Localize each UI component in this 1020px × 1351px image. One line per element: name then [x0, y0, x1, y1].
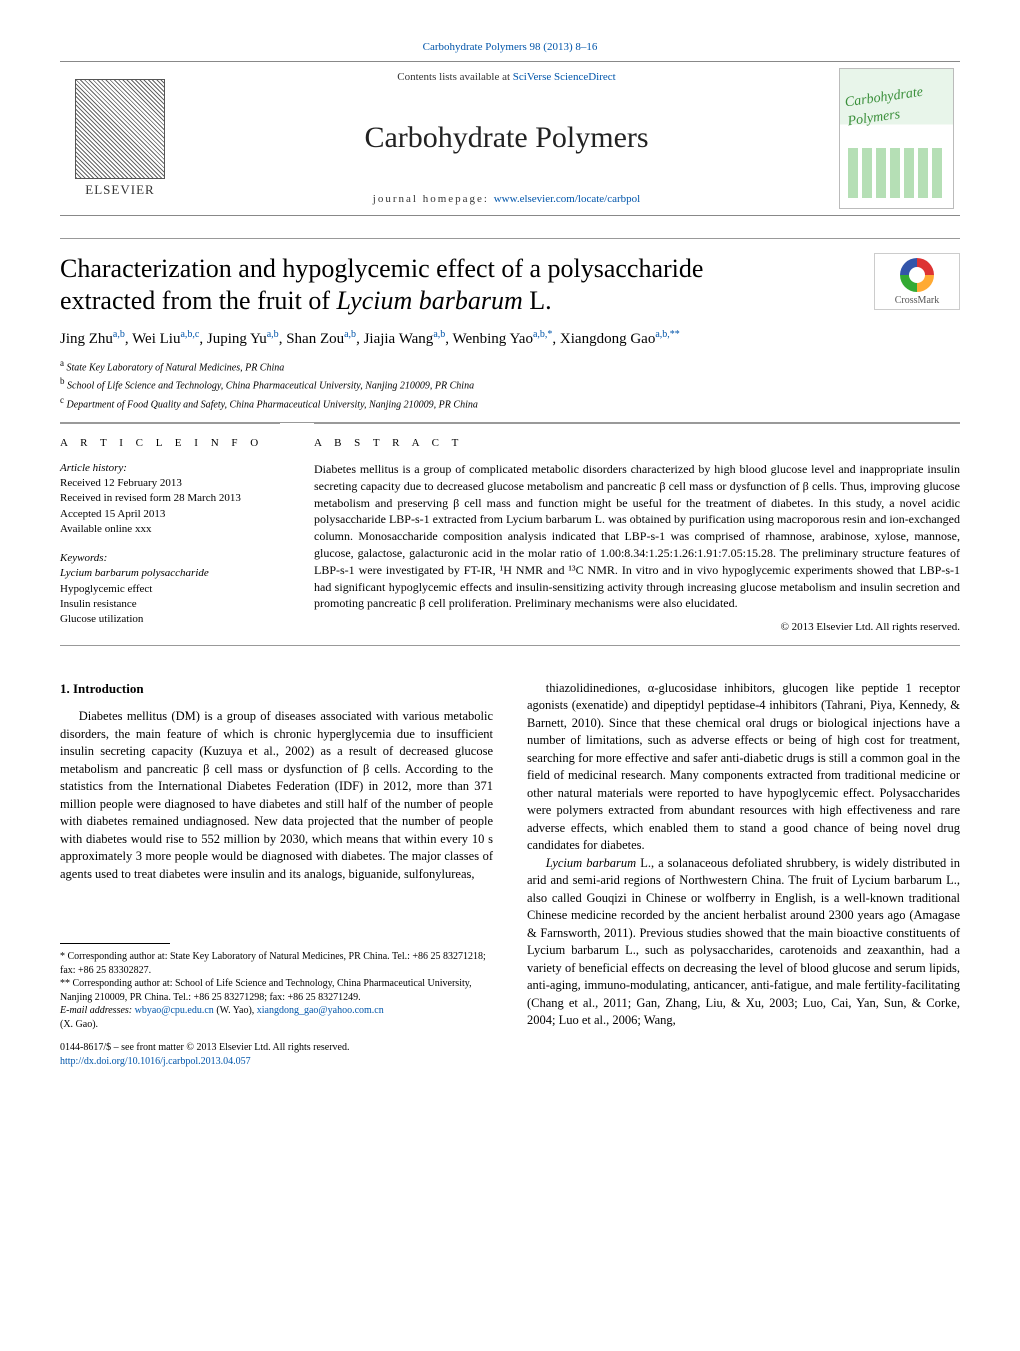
publisher-name: ELSEVIER [85, 181, 154, 199]
journal-cover-thumb: Carbohydrate Polymers [839, 68, 954, 209]
affil-a: State Key Laboratory of Natural Medicine… [67, 362, 285, 373]
info-head: A R T I C L E I N F O [60, 436, 280, 451]
history-line: Accepted 15 April 2013 [60, 507, 280, 522]
publisher-logo: ELSEVIER [60, 62, 180, 215]
footnote-star1: * Corresponding author at: State Key Lab… [60, 950, 493, 977]
keyword: Glucose utilization [60, 612, 280, 627]
homepage-link[interactable]: www.elsevier.com/locate/carbpol [494, 193, 641, 205]
affil-c: Department of Food Quality and Safety, C… [67, 399, 478, 410]
email-link[interactable]: wbyao@cpu.edu.cn [135, 1005, 214, 1016]
email-label: E-mail addresses: [60, 1005, 135, 1016]
title-line1: Characterization and hypoglycemic effect… [60, 254, 703, 283]
footnote-star2: ** Corresponding author at: School of Li… [60, 977, 493, 1004]
email-link[interactable]: xiangdong_gao@yahoo.com.cn [257, 1005, 384, 1016]
body-column-left: 1. Introduction Diabetes mellitus (DM) i… [60, 680, 493, 1069]
title-line2-post: L. [523, 286, 552, 315]
history-line: Received in revised form 28 March 2013 [60, 491, 280, 506]
journal-title: Carbohydrate Polymers [364, 118, 648, 159]
keyword: Lycium barbarum polysaccharide [60, 566, 280, 581]
keyword: Hypoglycemic effect [60, 582, 280, 597]
crossmark-icon [900, 258, 934, 292]
body-paragraph: Diabetes mellitus (DM) is a group of dis… [60, 708, 493, 883]
abstract-copyright: © 2013 Elsevier Ltd. All rights reserved… [314, 620, 960, 635]
rule [60, 238, 960, 239]
section-heading: 1. Introduction [60, 680, 493, 698]
article-title: Characterization and hypoglycemic effect… [60, 253, 854, 318]
abstract-head: A B S T R A C T [314, 436, 960, 451]
article-info: A R T I C L E I N F O Article history: R… [60, 423, 280, 635]
contents-available: Contents lists available at SciVerse Sci… [397, 70, 615, 85]
running-head: Carbohydrate Polymers 98 (2013) 8–16 [60, 40, 960, 55]
email-who1: (W. Yao), [214, 1005, 257, 1016]
rule [60, 645, 960, 646]
body-column-right: thiazolidinediones, α-glucosidase inhibi… [527, 680, 960, 1069]
keyword: Insulin resistance [60, 597, 280, 612]
keywords-label: Keywords: [60, 551, 280, 566]
affil-b: School of Life Science and Technology, C… [67, 381, 474, 392]
cover-art-icon [848, 148, 945, 198]
corresponding-footnotes: * Corresponding author at: State Key Lab… [60, 950, 493, 1031]
journal-header: ELSEVIER Contents lists available at Sci… [60, 61, 960, 216]
front-matter: 0144-8617/$ – see front matter © 2013 El… [60, 1041, 493, 1069]
front-matter-text: 0144-8617/$ – see front matter © 2013 El… [60, 1041, 493, 1055]
body-paragraph: Lycium barbarum L., a solanaceous defoli… [527, 855, 960, 1030]
history-line: Available online xxx [60, 522, 280, 537]
body-text: L., a solanaceous defoliated shrubbery, … [527, 856, 960, 1028]
cover-title: Carbohydrate Polymers [844, 80, 955, 132]
journal-homepage: journal homepage: www.elsevier.com/locat… [373, 192, 640, 207]
email-who2: (X. Gao). [60, 1019, 98, 1030]
sciencedirect-link[interactable]: SciVerse ScienceDirect [513, 71, 616, 83]
crossmark-label: CrossMark [895, 295, 939, 306]
abstract-text: Diabetes mellitus is a group of complica… [314, 461, 960, 612]
author-list: Jing Zhua,b, Wei Liua,b,c, Juping Yua,b,… [60, 328, 960, 349]
footnote-emails: E-mail addresses: wbyao@cpu.edu.cn (W. Y… [60, 1004, 493, 1031]
title-line2-pre: extracted from the fruit of [60, 286, 337, 315]
contents-prefix: Contents lists available at [397, 71, 512, 83]
doi-link[interactable]: http://dx.doi.org/10.1016/j.carbpol.2013… [60, 1056, 251, 1067]
body-paragraph: thiazolidinediones, α-glucosidase inhibi… [527, 680, 960, 855]
genus-italic: Lycium barbarum [546, 856, 636, 870]
footnote-rule [60, 943, 170, 944]
citation-link[interactable]: Carbohydrate Polymers 98 (2013) 8–16 [423, 41, 598, 53]
abstract: A B S T R A C T Diabetes mellitus is a g… [314, 423, 960, 635]
history-line: Received 12 February 2013 [60, 476, 280, 491]
crossmark-badge[interactable]: CrossMark [874, 253, 960, 311]
homepage-prefix: journal homepage: [373, 193, 494, 205]
history-label: Article history: [60, 461, 280, 476]
title-line2-italic: Lycium barbarum [337, 286, 523, 315]
affiliations: a State Key Laboratory of Natural Medici… [60, 357, 960, 412]
elsevier-tree-icon [75, 79, 165, 179]
